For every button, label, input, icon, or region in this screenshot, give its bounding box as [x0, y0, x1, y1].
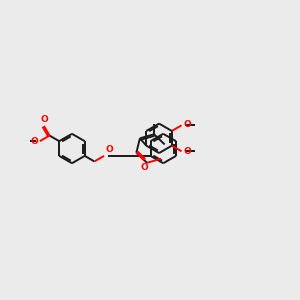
- Text: O: O: [141, 163, 149, 172]
- Text: O: O: [31, 137, 39, 146]
- Text: O: O: [40, 116, 48, 124]
- Text: O: O: [106, 146, 114, 154]
- Text: O: O: [184, 147, 191, 156]
- Text: O: O: [184, 120, 191, 129]
